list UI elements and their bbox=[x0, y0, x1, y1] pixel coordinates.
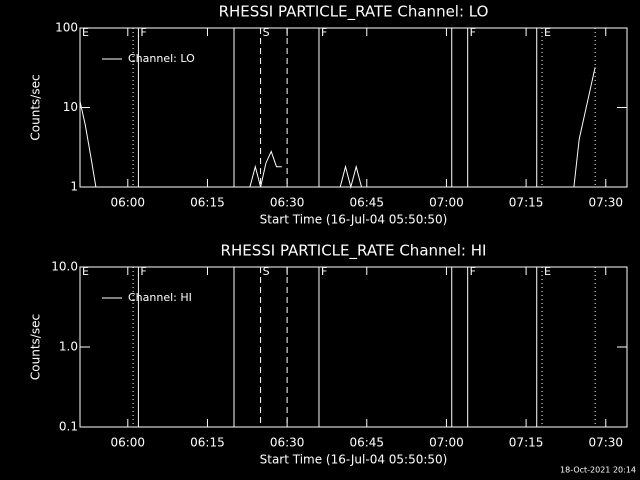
flag-label: E bbox=[544, 26, 551, 39]
chart-title: RHESSI PARTICLE_RATE Channel: HI bbox=[221, 242, 487, 261]
legend-label: Channel: HI bbox=[128, 291, 192, 304]
x-tick-label: 06:30 bbox=[270, 196, 305, 210]
y-tick-label: 10 bbox=[63, 100, 78, 114]
x-tick-label: 06:30 bbox=[270, 436, 305, 450]
flag-label: F bbox=[470, 26, 476, 39]
flag-label: F bbox=[470, 265, 476, 278]
chart-title: RHESSI PARTICLE_RATE Channel: LO bbox=[219, 3, 489, 22]
y-tick-label: 100 bbox=[55, 21, 78, 35]
x-tick-label: 06:15 bbox=[190, 436, 225, 450]
x-tick-label: 07:00 bbox=[429, 436, 464, 450]
y-tick-label: 1 bbox=[70, 180, 78, 194]
flag-label: S bbox=[263, 265, 270, 278]
x-axis-label: Start Time (16-Jul-04 05:50:50) bbox=[260, 213, 448, 227]
x-tick-label: 06:15 bbox=[190, 196, 225, 210]
flag-label: F bbox=[321, 26, 327, 39]
flag-label: F bbox=[321, 265, 327, 278]
x-tick-label: 07:15 bbox=[509, 196, 544, 210]
y-tick-label: 0.1 bbox=[59, 420, 78, 434]
data-line bbox=[573, 67, 596, 188]
x-tick-label: 06:45 bbox=[349, 436, 384, 450]
x-axis-label: Start Time (16-Jul-04 05:50:50) bbox=[260, 453, 448, 467]
y-axis-label: Counts/sec bbox=[29, 74, 43, 140]
flag-label: F bbox=[140, 265, 146, 278]
x-tick-label: 07:30 bbox=[588, 196, 623, 210]
x-tick-label: 07:30 bbox=[588, 436, 623, 450]
data-line bbox=[339, 164, 362, 189]
flag-label: S bbox=[263, 26, 270, 39]
flag-label: E bbox=[82, 26, 89, 39]
x-tick-label: 07:15 bbox=[509, 436, 544, 450]
flag-label: F bbox=[140, 26, 146, 39]
flag-label: E bbox=[82, 265, 89, 278]
x-tick-label: 07:00 bbox=[429, 196, 464, 210]
x-tick-label: 06:00 bbox=[110, 196, 145, 210]
y-tick-label: 10.0 bbox=[51, 260, 78, 274]
data-line bbox=[79, 101, 97, 188]
x-tick-label: 06:00 bbox=[110, 436, 145, 450]
y-tick-label: 1.0 bbox=[59, 340, 78, 354]
y-axis-label: Counts/sec bbox=[29, 314, 43, 380]
flag-label: E bbox=[544, 265, 551, 278]
data-line bbox=[249, 150, 282, 188]
x-tick-label: 06:45 bbox=[349, 196, 384, 210]
footer: 18-Oct-2021 20:14 bbox=[560, 466, 636, 475]
legend-label: Channel: LO bbox=[128, 52, 195, 65]
